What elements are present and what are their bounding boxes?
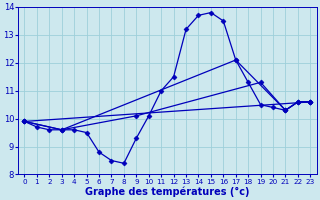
X-axis label: Graphe des températures (°c): Graphe des températures (°c)	[85, 186, 250, 197]
